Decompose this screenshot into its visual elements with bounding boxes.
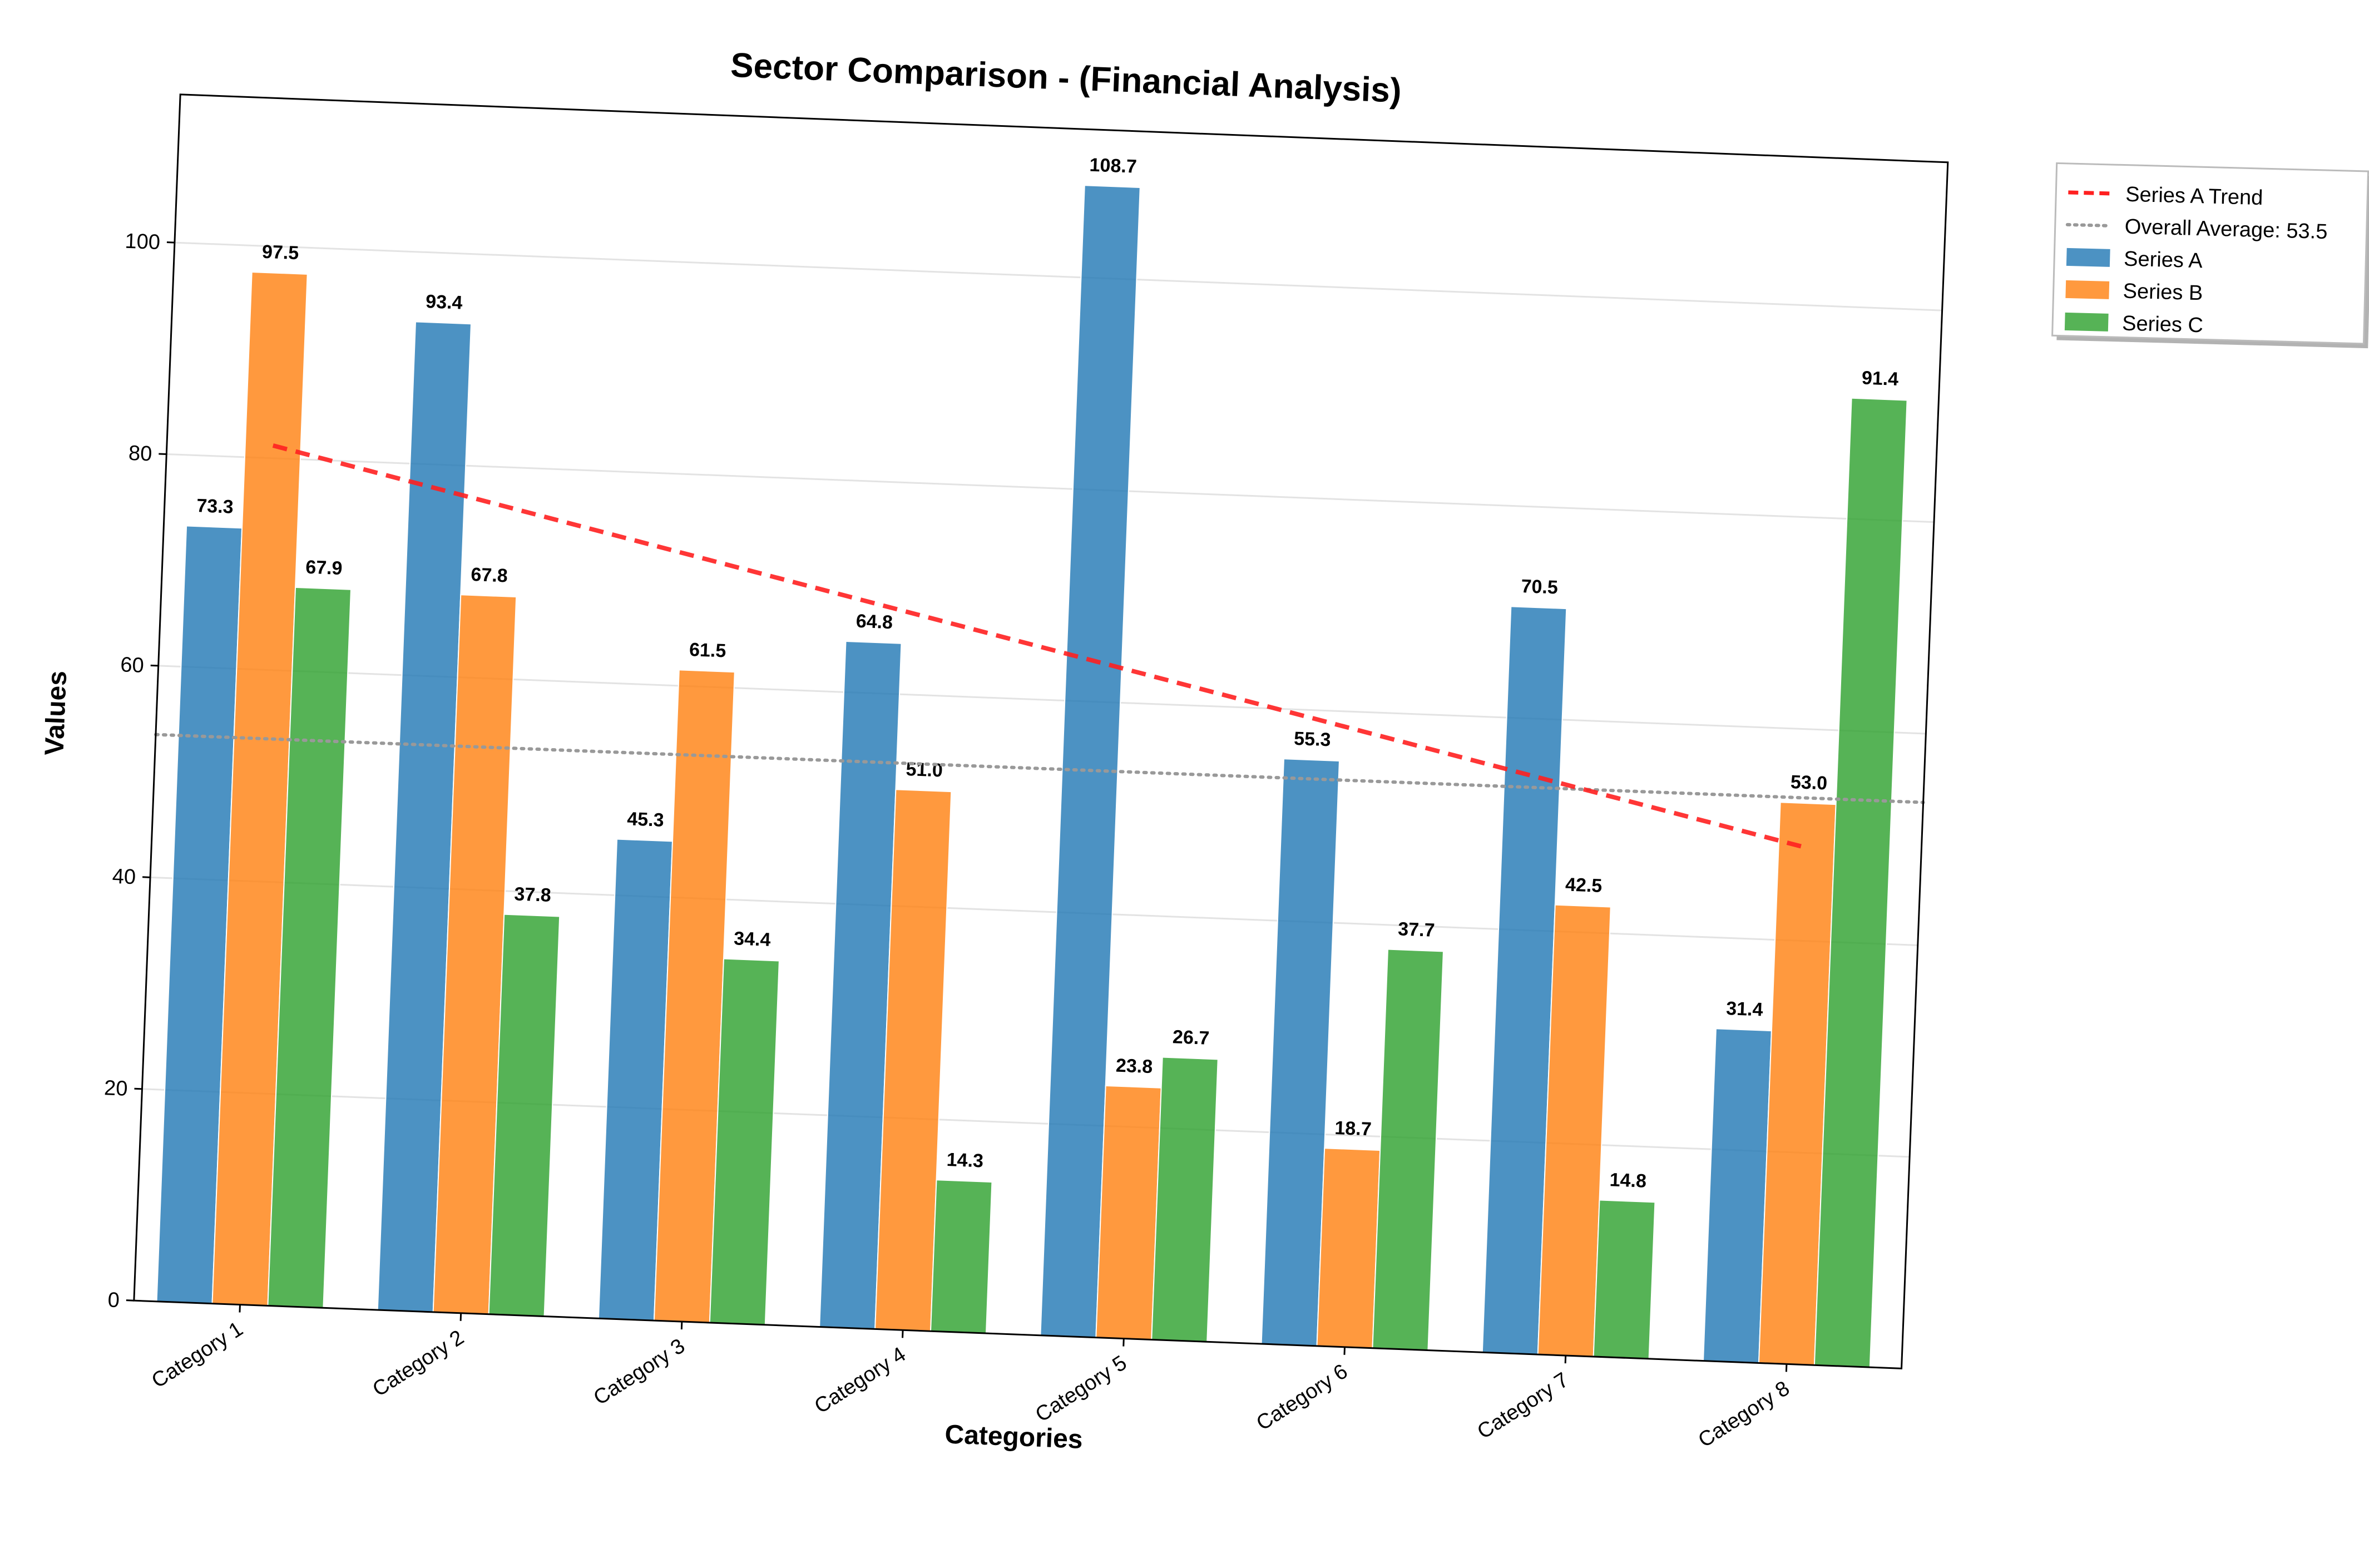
legend-label: Series B (2123, 280, 2203, 305)
trend-line (272, 443, 1807, 850)
x-tick-mark (1785, 1364, 1788, 1372)
bar-value-label: 64.8 (855, 611, 893, 634)
y-axis-title: Values (39, 670, 72, 756)
legend-key-trend (2068, 190, 2112, 196)
legend-label: Series C (2122, 312, 2204, 338)
bar-series-b (1316, 1147, 1381, 1349)
average-line (154, 733, 1925, 804)
legend-label: Series A Trend (2125, 183, 2263, 210)
bar-value-label: 23.8 (1115, 1055, 1153, 1078)
y-tick-mark (126, 1299, 134, 1302)
plot-frame (133, 93, 1949, 1369)
bar-value-label: 91.4 (1861, 367, 1899, 390)
bar-series-c (1151, 1056, 1219, 1343)
bar-series-b (1095, 1085, 1162, 1341)
legend-key-series-b (2065, 280, 2110, 299)
legend: Series A Trend Overall Average: 53.5 Serie… (2051, 162, 2369, 349)
gridline (174, 241, 1942, 311)
legend-label: Series A (2124, 248, 2203, 273)
legend-box (2051, 162, 2369, 345)
x-tick-mark (1343, 1347, 1346, 1355)
bar-value-label: 97.5 (261, 241, 299, 264)
x-axis-title: Categories (944, 1419, 1084, 1454)
bar-value-label: 55.3 (1294, 728, 1332, 751)
bar-value-label: 53.0 (1790, 771, 1828, 794)
y-tick-mark (142, 876, 151, 878)
y-tick-label: 40 (112, 865, 136, 889)
bar-value-label: 14.8 (1609, 1169, 1647, 1192)
bar-series-c (930, 1179, 993, 1334)
legend-label: Overall Average: 53.5 (2124, 215, 2328, 244)
bar-value-label: 108.7 (1089, 155, 1137, 177)
bar-value-label: 93.4 (426, 291, 463, 314)
y-tick-label: 0 (107, 1288, 120, 1312)
bar-value-label: 67.8 (471, 564, 508, 587)
bar-value-label: 73.3 (196, 495, 234, 518)
bar-value-label: 67.9 (305, 557, 343, 580)
y-tick-mark (150, 664, 159, 667)
bar-value-label: 31.4 (1726, 998, 1764, 1021)
bar-value-label: 34.4 (734, 928, 771, 951)
bar-value-label: 37.8 (514, 883, 552, 906)
legend-key-series-a (2066, 248, 2110, 267)
legend-key-average (2065, 222, 2113, 227)
bar-series-c (1592, 1199, 1656, 1359)
bar-value-label: 45.3 (627, 808, 665, 831)
bar-value-label: 14.3 (946, 1149, 984, 1172)
bar-value-label: 42.5 (1565, 874, 1603, 897)
bar-value-label: 61.5 (689, 639, 726, 662)
bar-value-label: 70.5 (1521, 576, 1559, 598)
y-tick-label: 80 (128, 442, 152, 466)
bar-value-label: 18.7 (1334, 1117, 1372, 1140)
y-tick-label: 20 (103, 1076, 128, 1101)
bar-value-label: 26.7 (1172, 1026, 1210, 1049)
y-tick-label: 60 (120, 653, 145, 677)
y-tick-label: 100 (125, 230, 161, 254)
bar-value-label: 37.7 (1398, 918, 1436, 941)
x-tick-mark (680, 1321, 683, 1330)
x-tick-mark (1564, 1356, 1567, 1364)
legend-key-series-c (2064, 312, 2109, 332)
